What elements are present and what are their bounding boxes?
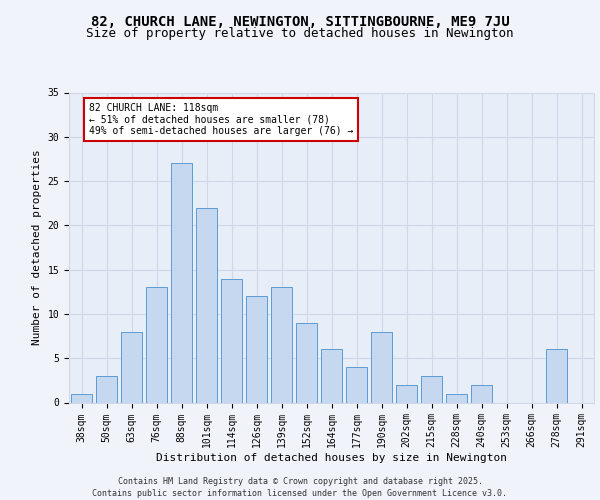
Bar xyxy=(71,394,92,402)
Text: 82, CHURCH LANE, NEWINGTON, SITTINGBOURNE, ME9 7JU: 82, CHURCH LANE, NEWINGTON, SITTINGBOURN… xyxy=(91,15,509,29)
Bar xyxy=(196,208,217,402)
Bar xyxy=(421,376,442,402)
Text: Size of property relative to detached houses in Newington: Size of property relative to detached ho… xyxy=(86,28,514,40)
Text: 82 CHURCH LANE: 118sqm
← 51% of detached houses are smaller (78)
49% of semi-det: 82 CHURCH LANE: 118sqm ← 51% of detached… xyxy=(89,103,353,136)
Y-axis label: Number of detached properties: Number of detached properties xyxy=(32,150,42,346)
Bar xyxy=(346,367,367,402)
Bar xyxy=(271,288,292,403)
Bar xyxy=(371,332,392,402)
Bar xyxy=(96,376,117,402)
Bar xyxy=(396,385,417,402)
Bar xyxy=(471,385,492,402)
Bar xyxy=(296,323,317,402)
Bar xyxy=(246,296,267,403)
Bar xyxy=(121,332,142,402)
Bar xyxy=(221,278,242,402)
Bar xyxy=(146,288,167,403)
Bar xyxy=(171,164,192,402)
Bar xyxy=(446,394,467,402)
Text: Contains HM Land Registry data © Crown copyright and database right 2025.
Contai: Contains HM Land Registry data © Crown c… xyxy=(92,476,508,498)
X-axis label: Distribution of detached houses by size in Newington: Distribution of detached houses by size … xyxy=(156,453,507,463)
Bar xyxy=(546,350,567,403)
Bar xyxy=(321,350,342,403)
